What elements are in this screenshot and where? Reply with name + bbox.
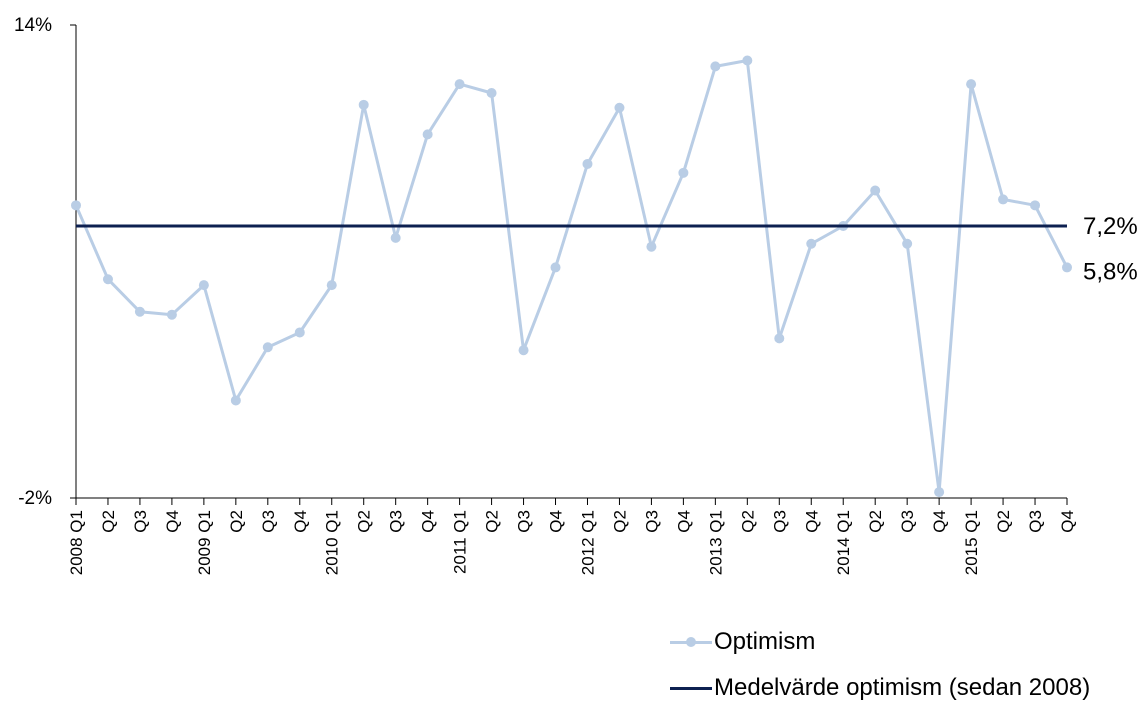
x-tick-label: Q4 [547, 510, 566, 533]
y-tick-label-max: 14% [14, 15, 52, 36]
legend-swatch-average [670, 678, 712, 698]
x-tick-label: 2012 Q1 [578, 510, 597, 575]
x-tick-label: 2015 Q1 [962, 510, 981, 575]
x-tick-label: 2011 Q1 [451, 510, 470, 574]
data-point [454, 79, 465, 90]
data-point [518, 345, 529, 356]
labels-layer: 14% -2% 2008 Q1 Q2 Q3 Q4 2009 Q1 Q2 Q3 Q4 2010 Q1 Q… [14, 15, 1138, 575]
x-tick-label: Q3 [259, 510, 278, 533]
data-point [102, 274, 113, 285]
data-point [134, 306, 145, 317]
y-tick-label-min: -2% [18, 488, 52, 509]
x-tick-label: 2014 Q1 [834, 510, 853, 575]
legend-label-average: Medelvärde optimism (sedan 2008) [714, 674, 1091, 701]
data-point [550, 262, 561, 273]
end-label-optimism: 5,8% [1083, 258, 1138, 285]
data-point [486, 87, 497, 98]
data-point [646, 241, 657, 252]
axes [70, 24, 1068, 505]
x-tick-label: Q2 [355, 510, 374, 533]
data-point [71, 200, 81, 211]
x-tick-label: Q4 [291, 510, 310, 533]
data-point [1062, 262, 1072, 273]
x-tick-label: Q2 [738, 510, 757, 533]
x-tick-label: 2009 Q1 [195, 510, 214, 575]
legend-item-average: Medelvärde optimism (sedan 2008) [670, 668, 1140, 708]
series-line-optimism [74, 59, 1069, 494]
data-point [582, 158, 593, 169]
data-point [422, 129, 433, 140]
data-point [774, 333, 785, 344]
data-point [230, 395, 241, 406]
x-tick-label: Q4 [674, 510, 693, 533]
data-point [1030, 200, 1041, 211]
x-tick-label: Q2 [227, 510, 246, 533]
data-point [294, 327, 305, 338]
x-tick-label: Q4 [163, 510, 182, 533]
x-tick-label: Q4 [419, 510, 438, 533]
legend-label-optimism: Optimism [714, 628, 816, 655]
data-point [934, 487, 945, 498]
x-tick-label: 2010 Q1 [323, 510, 342, 575]
legend-item-optimism: Optimism [670, 622, 1140, 662]
x-tick-label: Q4 [802, 510, 821, 533]
legend-swatch-optimism [670, 632, 712, 652]
data-point [198, 280, 209, 291]
data-point [742, 55, 753, 66]
end-label-average: 7,2% [1083, 213, 1138, 240]
data-point [262, 342, 273, 353]
x-tick-label: Q2 [610, 510, 629, 533]
data-point [966, 79, 977, 90]
x-tick-label: Q4 [930, 510, 949, 533]
data-point [358, 99, 369, 110]
data-point [166, 309, 177, 320]
data-point [806, 238, 817, 249]
x-tick-label: Q3 [770, 510, 789, 533]
data-point [902, 238, 913, 249]
x-tick-label: Q3 [131, 510, 150, 533]
x-tick-label: 2013 Q1 [706, 510, 725, 575]
x-tick-label: Q2 [483, 510, 502, 533]
x-tick-label: Q3 [1026, 510, 1045, 533]
x-tick-label: Q3 [898, 510, 917, 533]
data-point [614, 102, 625, 113]
data-point [870, 185, 881, 196]
x-tick-label: 2008 Q1 [67, 510, 86, 575]
data-point [326, 280, 337, 291]
x-tick-label: Q3 [515, 510, 534, 533]
data-point [678, 167, 689, 178]
x-tick-label: Q2 [99, 510, 118, 533]
x-tick-label: Q4 [1058, 510, 1077, 533]
series-layer [71, 55, 1072, 498]
x-tick-label: Q3 [642, 510, 661, 533]
x-tick-label: Q3 [387, 510, 406, 533]
data-point [390, 232, 401, 243]
x-tick-label: Q2 [866, 510, 885, 533]
x-tick-label: Q2 [994, 510, 1013, 533]
data-point [710, 61, 721, 72]
data-point [998, 194, 1009, 205]
